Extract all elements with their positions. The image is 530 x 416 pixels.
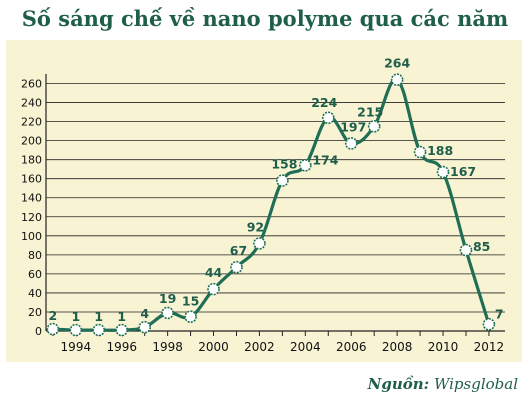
data-label: 44	[205, 265, 223, 280]
data-point	[299, 159, 312, 172]
x-tick-label: 1994	[61, 340, 92, 354]
data-point	[115, 323, 129, 337]
data-point	[413, 145, 427, 159]
source-note: Nguồn: Wipsglobal	[368, 375, 518, 393]
data-point	[276, 174, 289, 187]
data-label: 224	[311, 95, 337, 110]
data-label: 15	[182, 294, 199, 309]
data-label: 215	[357, 104, 383, 119]
data-point	[92, 323, 106, 337]
y-tick-label: 220	[21, 116, 42, 129]
data-label: 2	[49, 308, 58, 323]
y-tick-label: 180	[21, 154, 42, 167]
plot-background	[6, 40, 522, 362]
data-point	[321, 111, 335, 125]
x-tick-label: 1996	[106, 340, 137, 354]
y-tick-label: 80	[28, 249, 42, 262]
data-point	[367, 120, 381, 133]
data-label: 1	[71, 309, 80, 324]
data-label: 92	[247, 219, 264, 234]
data-point	[161, 306, 174, 320]
data-label: 174	[312, 152, 338, 167]
data-point	[69, 323, 83, 337]
source-value: Wipsglobal	[433, 375, 518, 393]
data-label: 197	[340, 119, 366, 134]
y-tick-label: 200	[21, 135, 42, 148]
source-label: Nguồn:	[367, 375, 430, 393]
data-point	[138, 320, 151, 334]
y-tick-label: 60	[28, 268, 42, 281]
data-point	[482, 318, 496, 331]
y-tick-label: 140	[21, 192, 42, 205]
x-tick-label: 2006	[336, 340, 367, 354]
data-point	[344, 137, 358, 150]
y-tick-label: 40	[28, 287, 42, 300]
data-label: 67	[230, 243, 247, 258]
data-label: 158	[271, 157, 297, 172]
data-point	[459, 243, 473, 257]
x-tick-label: 1998	[152, 340, 183, 354]
data-point	[184, 310, 197, 324]
data-label: 7	[495, 306, 504, 321]
y-tick-label: 0	[35, 325, 42, 338]
data-point	[207, 282, 220, 296]
y-tick-label: 120	[21, 211, 42, 224]
data-label: 264	[384, 56, 410, 71]
data-label: 1	[94, 309, 103, 324]
y-tick-label: 20	[28, 306, 42, 319]
x-tick-label: 2004	[290, 340, 321, 354]
data-label: 4	[140, 306, 149, 321]
data-point	[46, 322, 60, 336]
data-label: 188	[427, 143, 453, 158]
data-label: 1	[117, 309, 126, 324]
data-label: 85	[473, 239, 490, 254]
data-label: 19	[159, 291, 176, 306]
data-point	[253, 237, 266, 250]
x-tick-label: 2008	[382, 340, 413, 354]
data-label: 167	[450, 164, 476, 179]
x-tick-label: 2002	[244, 340, 275, 354]
x-tick-label: 2000	[198, 340, 229, 354]
y-tick-label: 240	[21, 97, 42, 110]
data-point	[390, 73, 404, 87]
x-tick-label: 2012	[474, 340, 505, 354]
data-point	[436, 165, 450, 179]
x-tick-label: 2010	[428, 340, 459, 354]
y-tick-label: 160	[21, 173, 42, 186]
y-tick-label: 100	[21, 230, 42, 243]
data-point	[230, 260, 243, 274]
y-tick-label: 260	[21, 78, 42, 91]
chart-title: Số sáng chế về nano polyme qua các năm	[21, 6, 509, 31]
